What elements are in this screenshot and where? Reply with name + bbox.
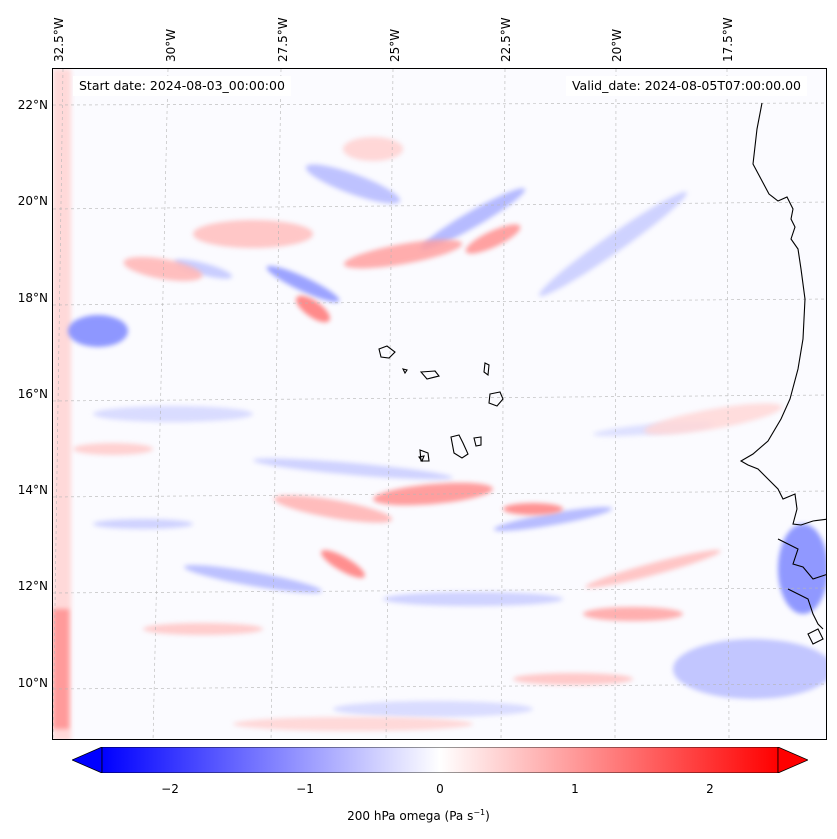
positive-omega-features <box>73 137 782 731</box>
coastline <box>739 102 826 645</box>
lat-label-18n: 18°N <box>17 291 48 305</box>
lat-label-12n: 12°N <box>17 579 48 593</box>
lon-label-32-5w: 32.5°W <box>52 17 66 62</box>
omega-field-map <box>53 69 826 739</box>
colorbar-title: 200 hPa omega (Pa s−1) <box>0 808 837 823</box>
background-field <box>53 69 826 739</box>
colorbar-min-extend <box>72 747 103 773</box>
cape-verde-islands <box>378 345 504 463</box>
lat-label-16n: 16°N <box>17 387 48 401</box>
lon-label-30w: 30°W <box>164 28 178 62</box>
lat-label-22n: 22°N <box>17 98 48 112</box>
colorbar-tick-label: 2 <box>706 782 714 796</box>
negative-omega-features <box>68 164 826 717</box>
colorbar-tick-label: −2 <box>161 782 179 796</box>
lon-label-22-5w: 22.5°W <box>499 17 513 62</box>
colorbar-max-extend <box>777 747 808 773</box>
colorbar-title-exponent: −1 <box>473 808 486 817</box>
map-panel[interactable] <box>52 68 827 740</box>
lon-label-17-5w: 17.5°W <box>721 17 735 62</box>
valid-date-label: Valid_date: 2024-08-05T07:00:00.00 <box>565 76 807 96</box>
lat-label-14n: 14°N <box>17 483 48 497</box>
colorbar <box>72 747 808 773</box>
lon-label-20w: 20°W <box>610 28 624 62</box>
colorbar-tick-label: −1 <box>296 782 314 796</box>
colorbar-tick-label: 0 <box>436 782 444 796</box>
start-date-label: Start date: 2024-08-03_00:00:00 <box>73 76 291 96</box>
colorbar-title-text: 200 hPa omega (Pa s <box>347 809 474 823</box>
colorbar-tick-label: 1 <box>571 782 579 796</box>
graticule <box>53 69 826 739</box>
lat-label-10n: 10°N <box>17 676 48 690</box>
colorbar-gradient <box>101 747 779 773</box>
lon-label-25w: 25°W <box>388 28 402 62</box>
lat-label-20n: 20°N <box>17 194 48 208</box>
colorbar-title-end: ) <box>485 809 490 823</box>
lon-label-27-5w: 27.5°W <box>276 17 290 62</box>
